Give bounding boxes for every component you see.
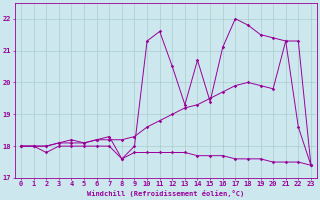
X-axis label: Windchill (Refroidissement éolien,°C): Windchill (Refroidissement éolien,°C) — [87, 190, 244, 197]
